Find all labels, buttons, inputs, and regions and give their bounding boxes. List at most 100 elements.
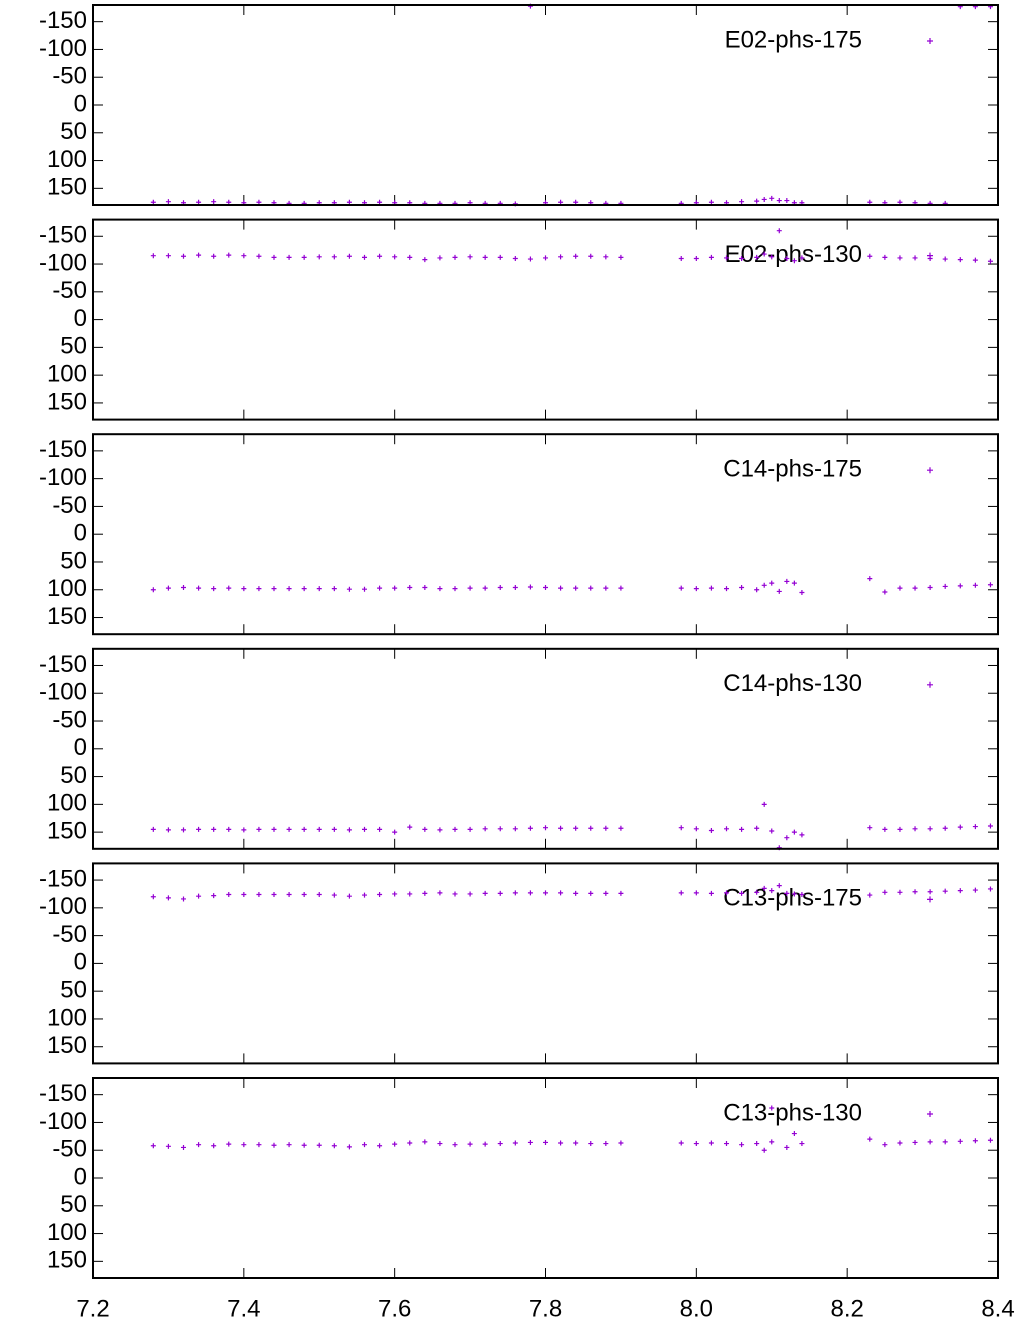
point — [972, 887, 978, 893]
point — [165, 253, 171, 259]
point — [165, 199, 171, 205]
point — [897, 889, 903, 895]
point — [211, 1143, 217, 1149]
point — [286, 254, 292, 260]
point — [452, 254, 458, 260]
point — [543, 255, 548, 261]
point — [927, 1139, 933, 1145]
point — [754, 889, 760, 895]
point — [512, 1140, 518, 1146]
y-tick-label: 0 — [74, 520, 87, 547]
point — [331, 586, 337, 592]
point — [739, 1142, 745, 1148]
y-tick-label: 150 — [47, 603, 87, 630]
point — [452, 891, 458, 897]
y-tick-label: -100 — [39, 679, 87, 706]
y-tick-label: -150 — [39, 865, 87, 892]
legend-marker — [927, 38, 933, 44]
point — [867, 199, 873, 205]
point — [482, 826, 488, 832]
point — [708, 827, 714, 833]
point — [211, 893, 217, 899]
point — [301, 892, 307, 898]
point — [346, 253, 352, 259]
point — [573, 199, 579, 205]
point — [882, 826, 888, 832]
point — [241, 1142, 247, 1148]
point — [497, 254, 503, 260]
point — [882, 1142, 888, 1148]
point — [271, 1142, 277, 1148]
point — [241, 253, 247, 259]
point — [377, 892, 383, 898]
point — [791, 891, 797, 897]
y-tick-label: 50 — [60, 762, 87, 789]
point — [512, 255, 518, 261]
point — [761, 196, 767, 202]
point — [346, 1144, 352, 1150]
point — [527, 1139, 533, 1145]
point — [316, 254, 322, 260]
point — [957, 888, 963, 894]
y-tick-label: 100 — [47, 360, 87, 387]
point — [588, 1141, 594, 1147]
point — [754, 254, 760, 260]
point — [927, 255, 933, 261]
point — [150, 199, 156, 205]
point — [165, 895, 171, 901]
y-tick-label: 50 — [60, 333, 87, 360]
point — [784, 835, 790, 841]
point — [316, 1142, 322, 1148]
point — [972, 582, 978, 588]
point — [467, 254, 473, 260]
point — [211, 253, 217, 259]
legend-label: E02-phs-130 — [725, 241, 862, 268]
point — [558, 1140, 564, 1146]
y-tick-label: -100 — [39, 1108, 87, 1135]
point — [331, 254, 337, 260]
point — [972, 824, 978, 830]
point — [211, 826, 217, 832]
point — [377, 199, 383, 205]
point — [165, 827, 171, 833]
point — [226, 252, 232, 258]
point — [362, 826, 367, 832]
y-tick-label: -150 — [39, 1080, 87, 1107]
point — [196, 826, 202, 832]
y-tick-label: -100 — [39, 35, 87, 62]
point — [987, 823, 993, 829]
point — [912, 585, 918, 591]
legend-label: C14-phs-130 — [723, 670, 862, 697]
point — [497, 585, 503, 591]
point — [784, 198, 790, 204]
point — [150, 253, 156, 259]
point — [316, 892, 322, 898]
point — [693, 586, 699, 592]
point — [301, 1142, 307, 1148]
point — [761, 801, 767, 807]
legend-marker — [927, 681, 933, 688]
point — [678, 825, 684, 831]
point — [241, 892, 247, 898]
point — [739, 255, 745, 261]
point — [769, 828, 775, 834]
point — [942, 888, 948, 894]
point — [497, 1141, 503, 1147]
legend-marker — [927, 896, 933, 903]
point — [761, 1147, 767, 1153]
y-tick-label: 150 — [47, 817, 87, 844]
point — [558, 825, 564, 831]
point — [407, 254, 413, 260]
point — [867, 892, 873, 898]
y-tick-label: 100 — [47, 790, 87, 817]
point — [573, 585, 579, 591]
y-tick-label: 50 — [60, 977, 87, 1004]
point — [271, 826, 277, 832]
y-tick-label: 100 — [47, 1219, 87, 1246]
point — [678, 255, 684, 261]
y-tick-label: -50 — [52, 492, 87, 519]
point — [196, 199, 202, 205]
plot-frame — [92, 433, 999, 636]
point — [558, 890, 564, 896]
point — [761, 251, 767, 257]
